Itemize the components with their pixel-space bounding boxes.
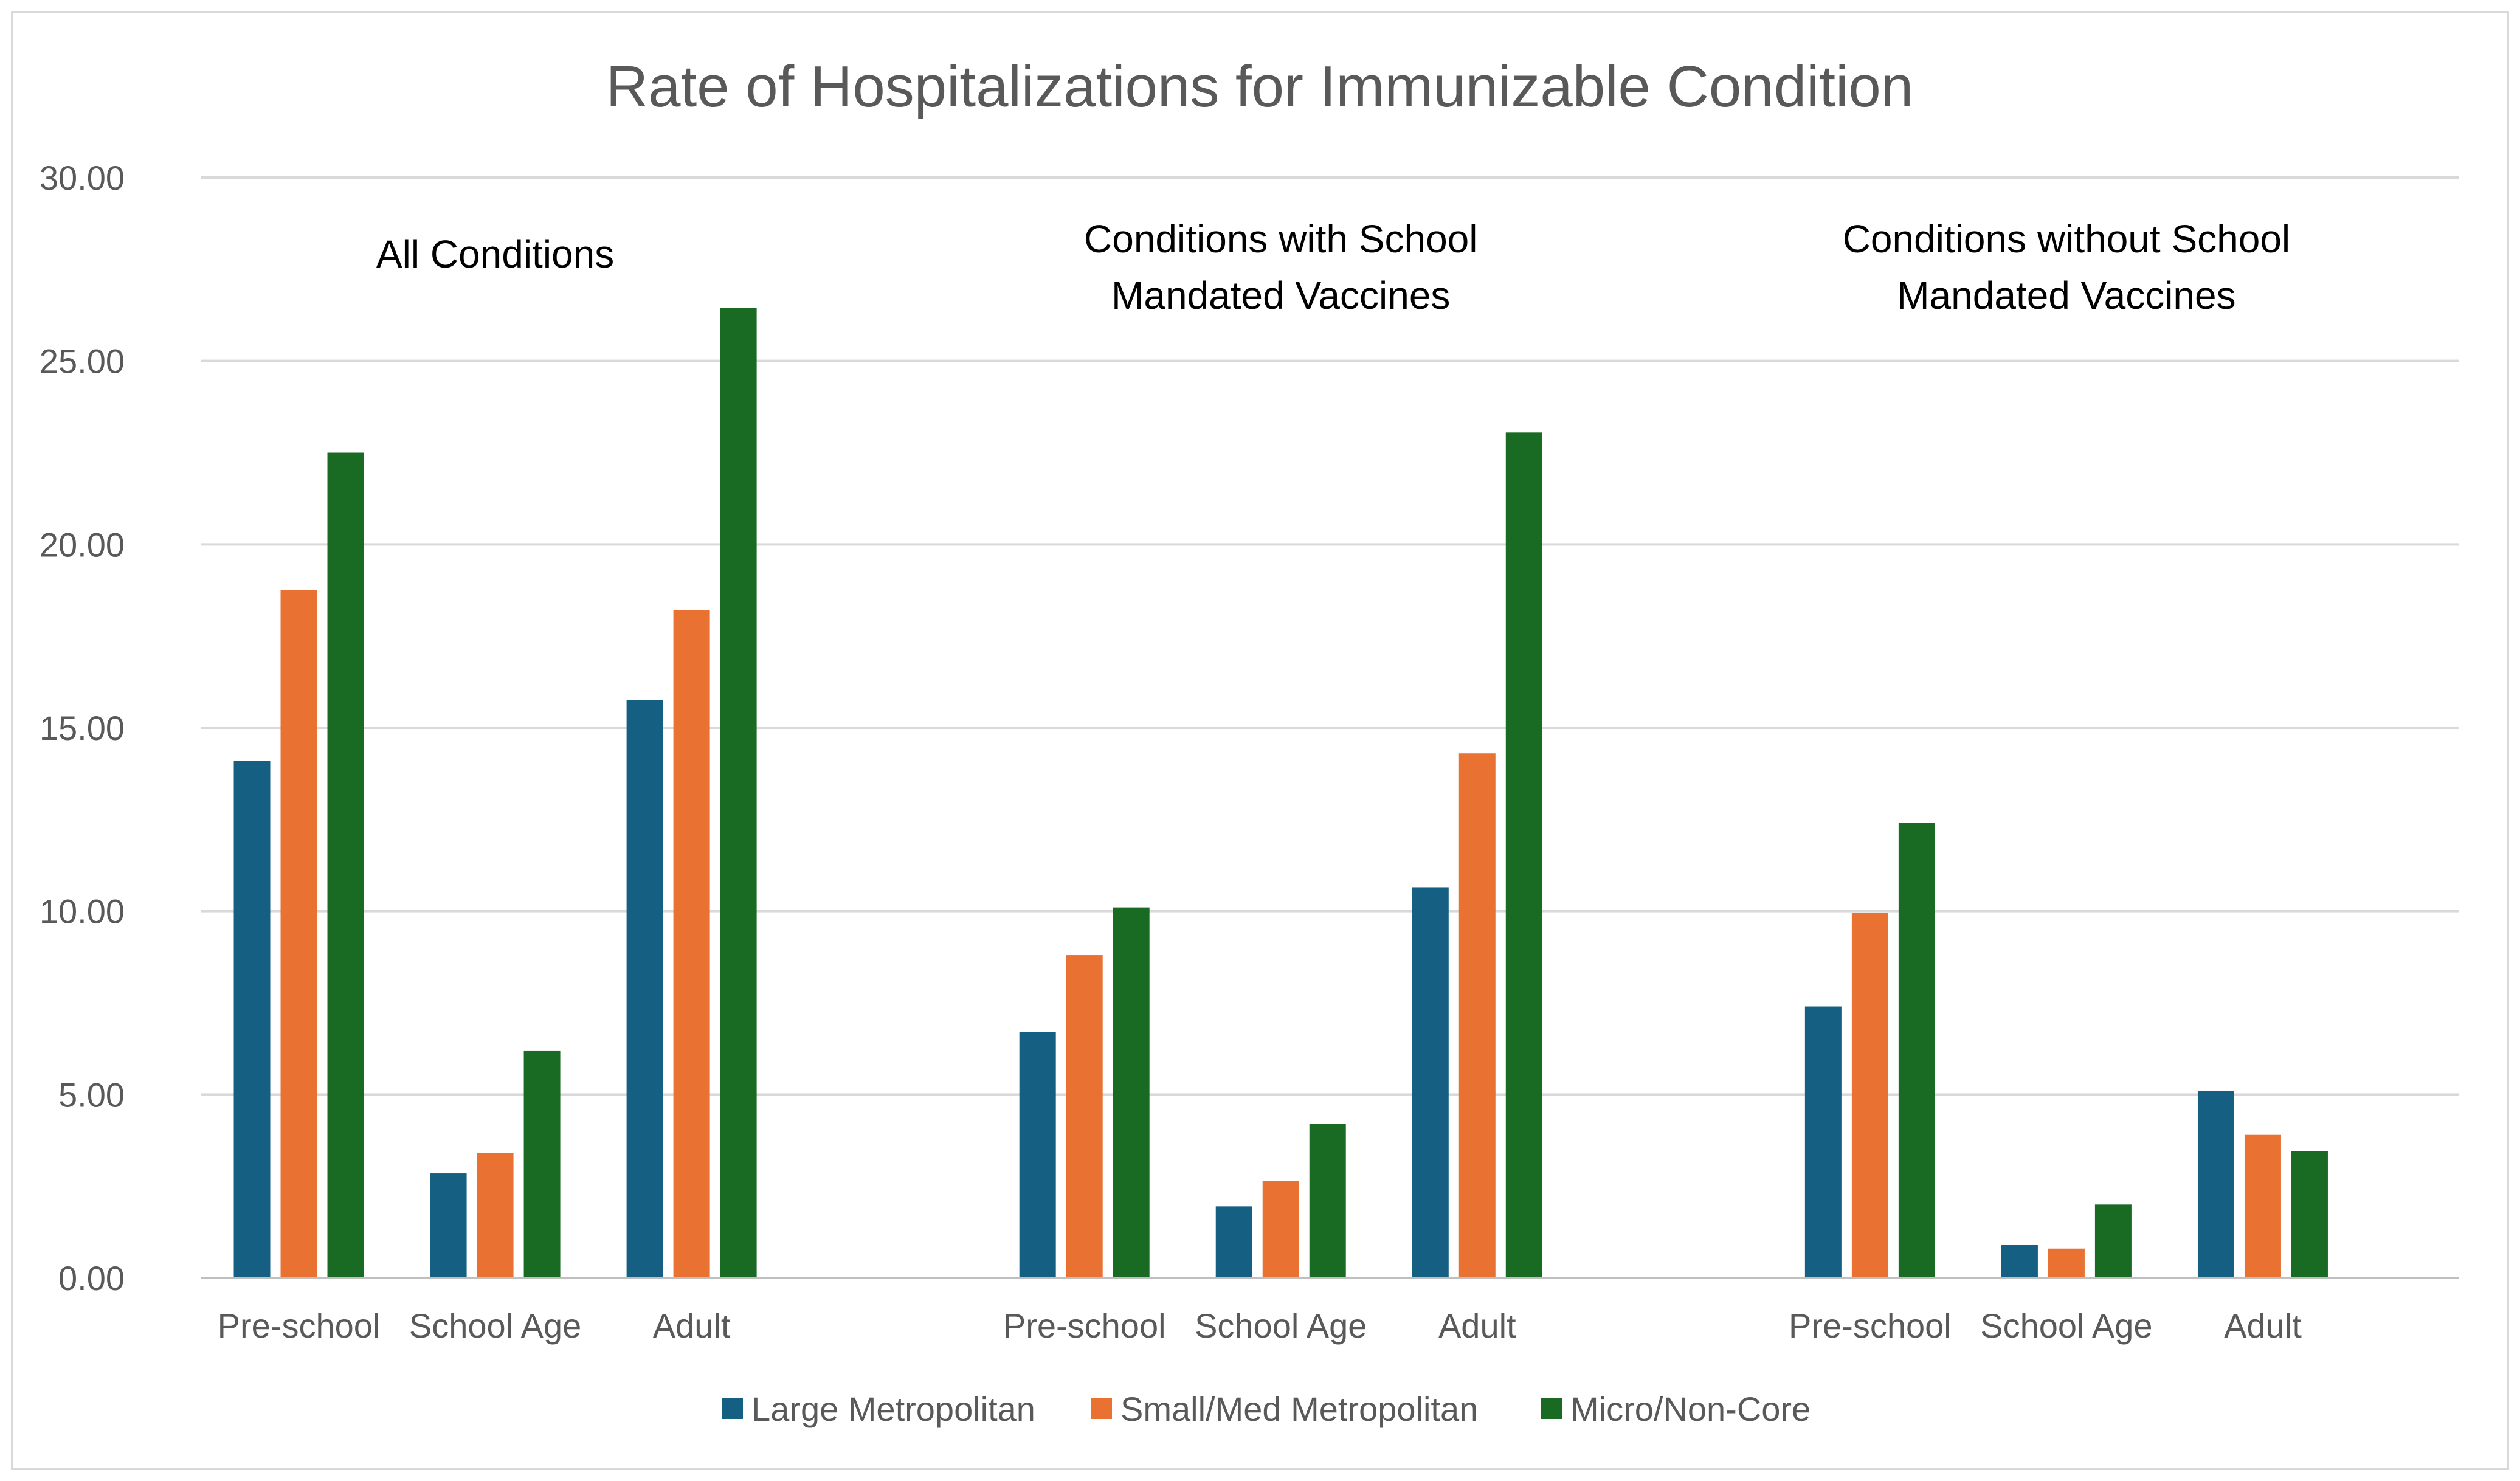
bar-micro-non-core-pre-school bbox=[327, 452, 364, 1278]
bar-small-med-metropolitan-adult bbox=[673, 610, 710, 1278]
group-label: Conditions without School bbox=[1843, 217, 2290, 261]
legend-label: Large Metropolitan bbox=[751, 1390, 1035, 1428]
y-tick-label: 10.00 bbox=[40, 892, 125, 931]
group-labels: All Conditions Conditions with School Mand… bbox=[376, 217, 2290, 317]
y-tick-label: 0.00 bbox=[58, 1259, 125, 1297]
y-tick-label: 15.00 bbox=[40, 709, 125, 747]
bar-large-metropolitan-school-age bbox=[1215, 1206, 1252, 1278]
x-tick-label: School Age bbox=[1195, 1307, 1367, 1345]
y-tick-label: 25.00 bbox=[40, 342, 125, 381]
bar-large-metropolitan-pre-school bbox=[1804, 1006, 1842, 1278]
legend-label: Micro/Non-Core bbox=[1570, 1390, 1811, 1428]
x-axis: Pre-school School Age Adult Pre-school Schoo… bbox=[201, 1277, 2459, 1345]
x-tick-label: Adult bbox=[2224, 1307, 2302, 1345]
x-tick-label: Pre-school bbox=[1789, 1307, 1952, 1345]
legend-swatch bbox=[1541, 1398, 1562, 1419]
chart-title: Rate of Hospitalizations for Immunizable… bbox=[606, 54, 1913, 119]
bar-micro-non-core-adult bbox=[720, 308, 757, 1278]
bar-large-metropolitan-pre-school bbox=[233, 761, 271, 1278]
x-tick-label: School Age bbox=[409, 1307, 581, 1345]
legend: Large Metropolitan Small/Med Metropolitan… bbox=[722, 1390, 1811, 1428]
bar-micro-non-core-pre-school bbox=[1898, 823, 1935, 1278]
group-label: Mandated Vaccines bbox=[1111, 274, 1450, 317]
x-tick-label: School Age bbox=[1980, 1307, 2152, 1345]
bar-micro-non-core-school-age bbox=[1309, 1124, 1346, 1278]
bar-large-metropolitan-adult bbox=[1412, 887, 1449, 1278]
x-tick-label: Pre-school bbox=[218, 1307, 381, 1345]
legend-swatch bbox=[1091, 1398, 1112, 1419]
x-tick-label: Pre-school bbox=[1003, 1307, 1166, 1345]
bar-micro-non-core-school-age bbox=[2094, 1204, 2132, 1278]
x-tick-label: Adult bbox=[1438, 1307, 1516, 1345]
legend-swatch bbox=[722, 1398, 743, 1419]
legend-label: Small/Med Metropolitan bbox=[1120, 1390, 1478, 1428]
bar-small-med-metropolitan-school-age bbox=[477, 1153, 514, 1278]
bar-large-metropolitan-adult bbox=[626, 700, 663, 1278]
y-tick-label: 5.00 bbox=[58, 1075, 125, 1114]
bar-small-med-metropolitan-school-age bbox=[2048, 1248, 2085, 1278]
bar-large-metropolitan-adult bbox=[2197, 1091, 2234, 1278]
group-label: Conditions with School bbox=[1084, 217, 1477, 261]
bar-small-med-metropolitan-adult bbox=[2244, 1134, 2281, 1278]
bar-large-metropolitan-school-age bbox=[2001, 1245, 2038, 1278]
bar-small-med-metropolitan-pre-school bbox=[1851, 913, 1888, 1278]
bar-micro-non-core-pre-school bbox=[1113, 907, 1150, 1278]
y-tick-label: 30.00 bbox=[40, 159, 125, 197]
x-tick-label: Adult bbox=[653, 1307, 731, 1345]
bar-small-med-metropolitan-school-age bbox=[1262, 1181, 1299, 1278]
bar-large-metropolitan-pre-school bbox=[1019, 1032, 1056, 1278]
group-label: All Conditions bbox=[376, 232, 614, 276]
y-axis: 0.00 5.00 10.00 15.00 20.00 25.00 30.00 bbox=[40, 159, 125, 1297]
chart-border bbox=[11, 11, 2509, 1470]
bar-micro-non-core-adult bbox=[2291, 1151, 2328, 1278]
y-tick-label: 20.00 bbox=[40, 525, 125, 564]
bar-small-med-metropolitan-adult bbox=[1458, 753, 1496, 1278]
bar-small-med-metropolitan-pre-school bbox=[280, 590, 317, 1278]
bar-large-metropolitan-school-age bbox=[430, 1173, 467, 1278]
bar-micro-non-core-school-age bbox=[523, 1050, 561, 1278]
bar-micro-non-core-adult bbox=[1505, 432, 1542, 1278]
bars bbox=[233, 308, 2328, 1278]
bar-small-med-metropolitan-pre-school bbox=[1066, 955, 1103, 1278]
group-label: Mandated Vaccines bbox=[1897, 274, 2235, 317]
